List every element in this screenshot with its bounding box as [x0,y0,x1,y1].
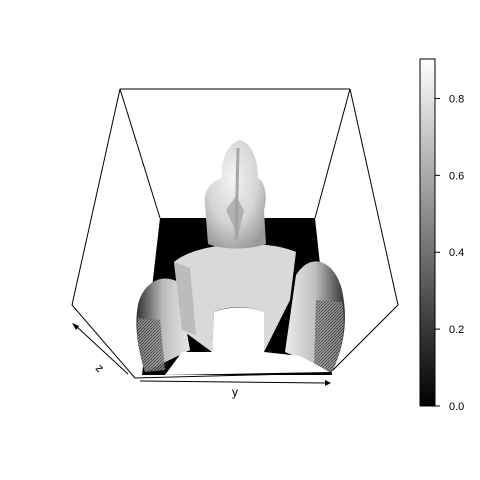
surface-central-plateau-shade [174,262,196,335]
z-axis: z [72,323,129,375]
colorbar: 0.0 0.2 0.4 0.6 0.8 [419,58,464,413]
y-axis: y [139,380,331,399]
colorbar-gradient [419,58,436,407]
surface-central-peak [204,140,266,249]
surface-central-plateau [174,243,296,352]
y-axis-label: y [232,385,238,399]
plot-box [71,88,399,379]
z-axis-arrow-line [75,325,129,375]
colorbar-tick-label: 0.0 [449,401,464,413]
box-left-edge [71,88,136,379]
surface-spikes [269,209,310,218]
surface-right-wing-hatch [314,300,344,372]
box-right-edge [329,88,399,374]
colorbar-tick-label: 0.8 [449,93,464,105]
surface-peak-shadow [226,196,244,236]
y-axis-arrow-line [139,380,326,384]
colorbar-tick-label: 0.2 [449,324,464,336]
z-axis-arrowhead [72,323,79,330]
colorbar-tick-label: 0.4 [449,247,464,259]
colorbar-ticks: 0.0 0.2 0.4 0.6 0.8 [435,93,464,413]
box-inner-right-edge [314,88,351,219]
box-inner-left-edge [119,88,161,219]
surface-left-wing-hatch [137,318,165,372]
colorbar-tick-label: 0.6 [449,170,464,182]
z-axis-label: z [93,361,107,375]
surface-foreground-plateau [165,307,330,375]
y-axis-arrowhead [325,380,331,386]
